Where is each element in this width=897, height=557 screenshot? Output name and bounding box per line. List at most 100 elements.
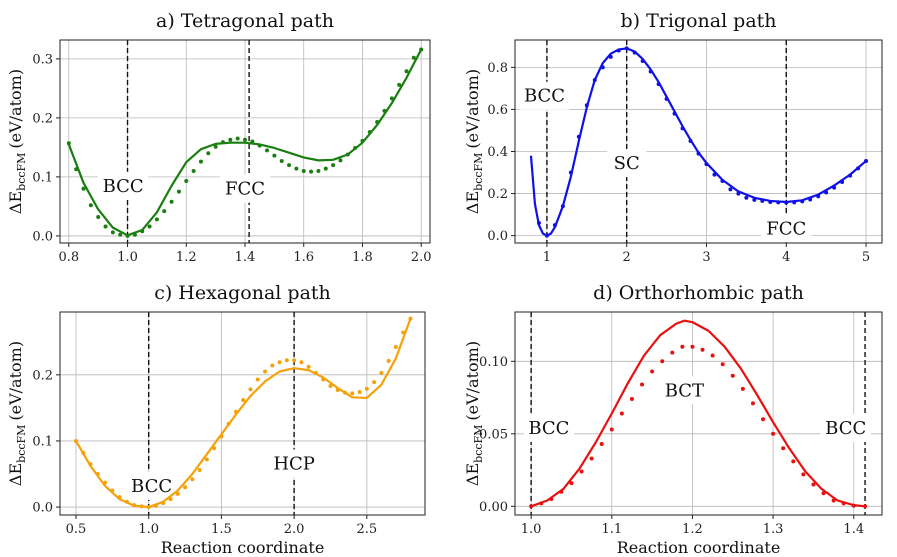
data-point — [710, 353, 715, 358]
data-point — [360, 138, 365, 143]
x-tick-label: 3 — [702, 250, 710, 265]
data-point — [811, 482, 816, 487]
data-point — [632, 50, 637, 55]
plot-frame — [59, 311, 426, 516]
data-point — [704, 162, 709, 167]
annotation-background — [519, 81, 570, 110]
data-point — [265, 148, 270, 153]
data-point — [752, 197, 757, 202]
data-point — [219, 434, 224, 439]
data-point — [117, 495, 122, 500]
y-axis-unit: (eV/atom) — [6, 69, 25, 149]
data-point — [640, 382, 645, 387]
data-point — [125, 233, 130, 238]
data-point — [680, 126, 685, 131]
data-point — [821, 491, 826, 496]
data-point — [720, 178, 725, 183]
data-point — [841, 501, 846, 506]
y-tick-label: 0.2 — [32, 111, 53, 126]
panel-hexagonal: BCC HCP 0.5 1.0 1.5 2.0 2.5 0.0 0.1 0.2 c) Hexagon… — [6, 282, 426, 557]
y-tick-label: 0.2 — [487, 187, 508, 202]
data-point — [279, 158, 284, 163]
x-tick-label: 1 — [543, 250, 551, 265]
structure-label: SC — [614, 153, 640, 174]
data-point — [609, 427, 614, 432]
annotation-background — [820, 414, 871, 442]
y-axis-symbol: ΔE — [463, 191, 482, 214]
data-point — [552, 223, 557, 228]
data-point — [95, 472, 100, 477]
data-point — [110, 488, 115, 493]
y-axis-subscript: bccFM — [472, 153, 485, 191]
data-point — [309, 169, 314, 174]
data-point — [331, 163, 336, 168]
data-point — [608, 54, 613, 59]
data-point — [140, 229, 145, 234]
data-point — [656, 82, 661, 87]
data-point — [345, 152, 350, 157]
data-point — [576, 134, 581, 139]
y-axis-label: ΔEbccFM (eV/atom) — [6, 69, 28, 214]
data-point — [213, 144, 218, 149]
data-point — [277, 360, 282, 365]
data-point — [287, 163, 292, 168]
data-point — [411, 55, 416, 60]
data-point — [599, 441, 604, 446]
chart-title: d) Orthorhombic path — [593, 282, 804, 304]
data-point — [154, 217, 159, 222]
panel-tetragonal: BCC FCC 0.8 1.0 1.2 1.4 1.6 1.8 2.0 0.0 0.1 0.2 0.3 a… — [6, 10, 432, 265]
data-point — [712, 172, 717, 177]
data-point — [294, 166, 299, 171]
data-point — [321, 377, 326, 382]
data-point — [161, 501, 166, 506]
data-point — [183, 485, 188, 490]
structure-label: BCC — [103, 176, 144, 197]
annotation-background — [126, 471, 177, 500]
data-point — [568, 170, 573, 175]
data-point — [88, 203, 93, 208]
x-tick-label: 0.8 — [58, 250, 79, 265]
data-point — [761, 417, 766, 422]
data-point — [313, 370, 318, 375]
data-point — [132, 503, 137, 508]
data-point — [176, 189, 181, 194]
data-point — [132, 232, 137, 237]
data-point — [198, 159, 203, 164]
data-point — [372, 380, 377, 385]
y-tick-label: 0.0 — [487, 229, 508, 244]
data-point — [864, 158, 869, 163]
data-point — [539, 501, 544, 506]
data-point — [768, 199, 773, 204]
data-point — [688, 138, 693, 143]
data-point — [801, 472, 806, 477]
x-tick-label: 0.5 — [66, 522, 87, 537]
panel-orthorhombic: BCC BCT BCC 1.0 1.1 1.2 1.3 1.4 0.00 0.05 0.10 d) O… — [463, 282, 883, 557]
data-point — [720, 362, 725, 367]
x-axis-label: Reaction coordinate — [617, 538, 781, 557]
data-point — [660, 359, 665, 364]
y-tick-label: 0.00 — [479, 500, 508, 515]
data-point — [386, 358, 391, 363]
y-axis-subscript: bccFM — [15, 425, 28, 463]
annotation-background — [97, 171, 149, 200]
data-point — [73, 438, 78, 443]
data-point — [544, 233, 549, 238]
data-point — [364, 386, 369, 391]
data-point — [592, 77, 597, 82]
data-point — [257, 143, 262, 148]
y-tick-label: 0.0 — [32, 501, 53, 516]
data-point — [408, 316, 413, 321]
y-tick-label: 0.10 — [479, 355, 508, 370]
data-point — [375, 120, 380, 125]
fit-curve — [530, 319, 866, 508]
annotation-background — [659, 376, 710, 405]
y-axis-label: ΔEbccFM (eV/atom) — [463, 69, 485, 214]
structure-label: FCC — [225, 179, 265, 200]
data-point — [301, 169, 306, 174]
data-point — [750, 401, 755, 406]
data-point — [153, 503, 158, 508]
data-point — [379, 370, 384, 375]
y-tick-label: 0.6 — [487, 103, 508, 118]
data-point — [832, 185, 837, 190]
